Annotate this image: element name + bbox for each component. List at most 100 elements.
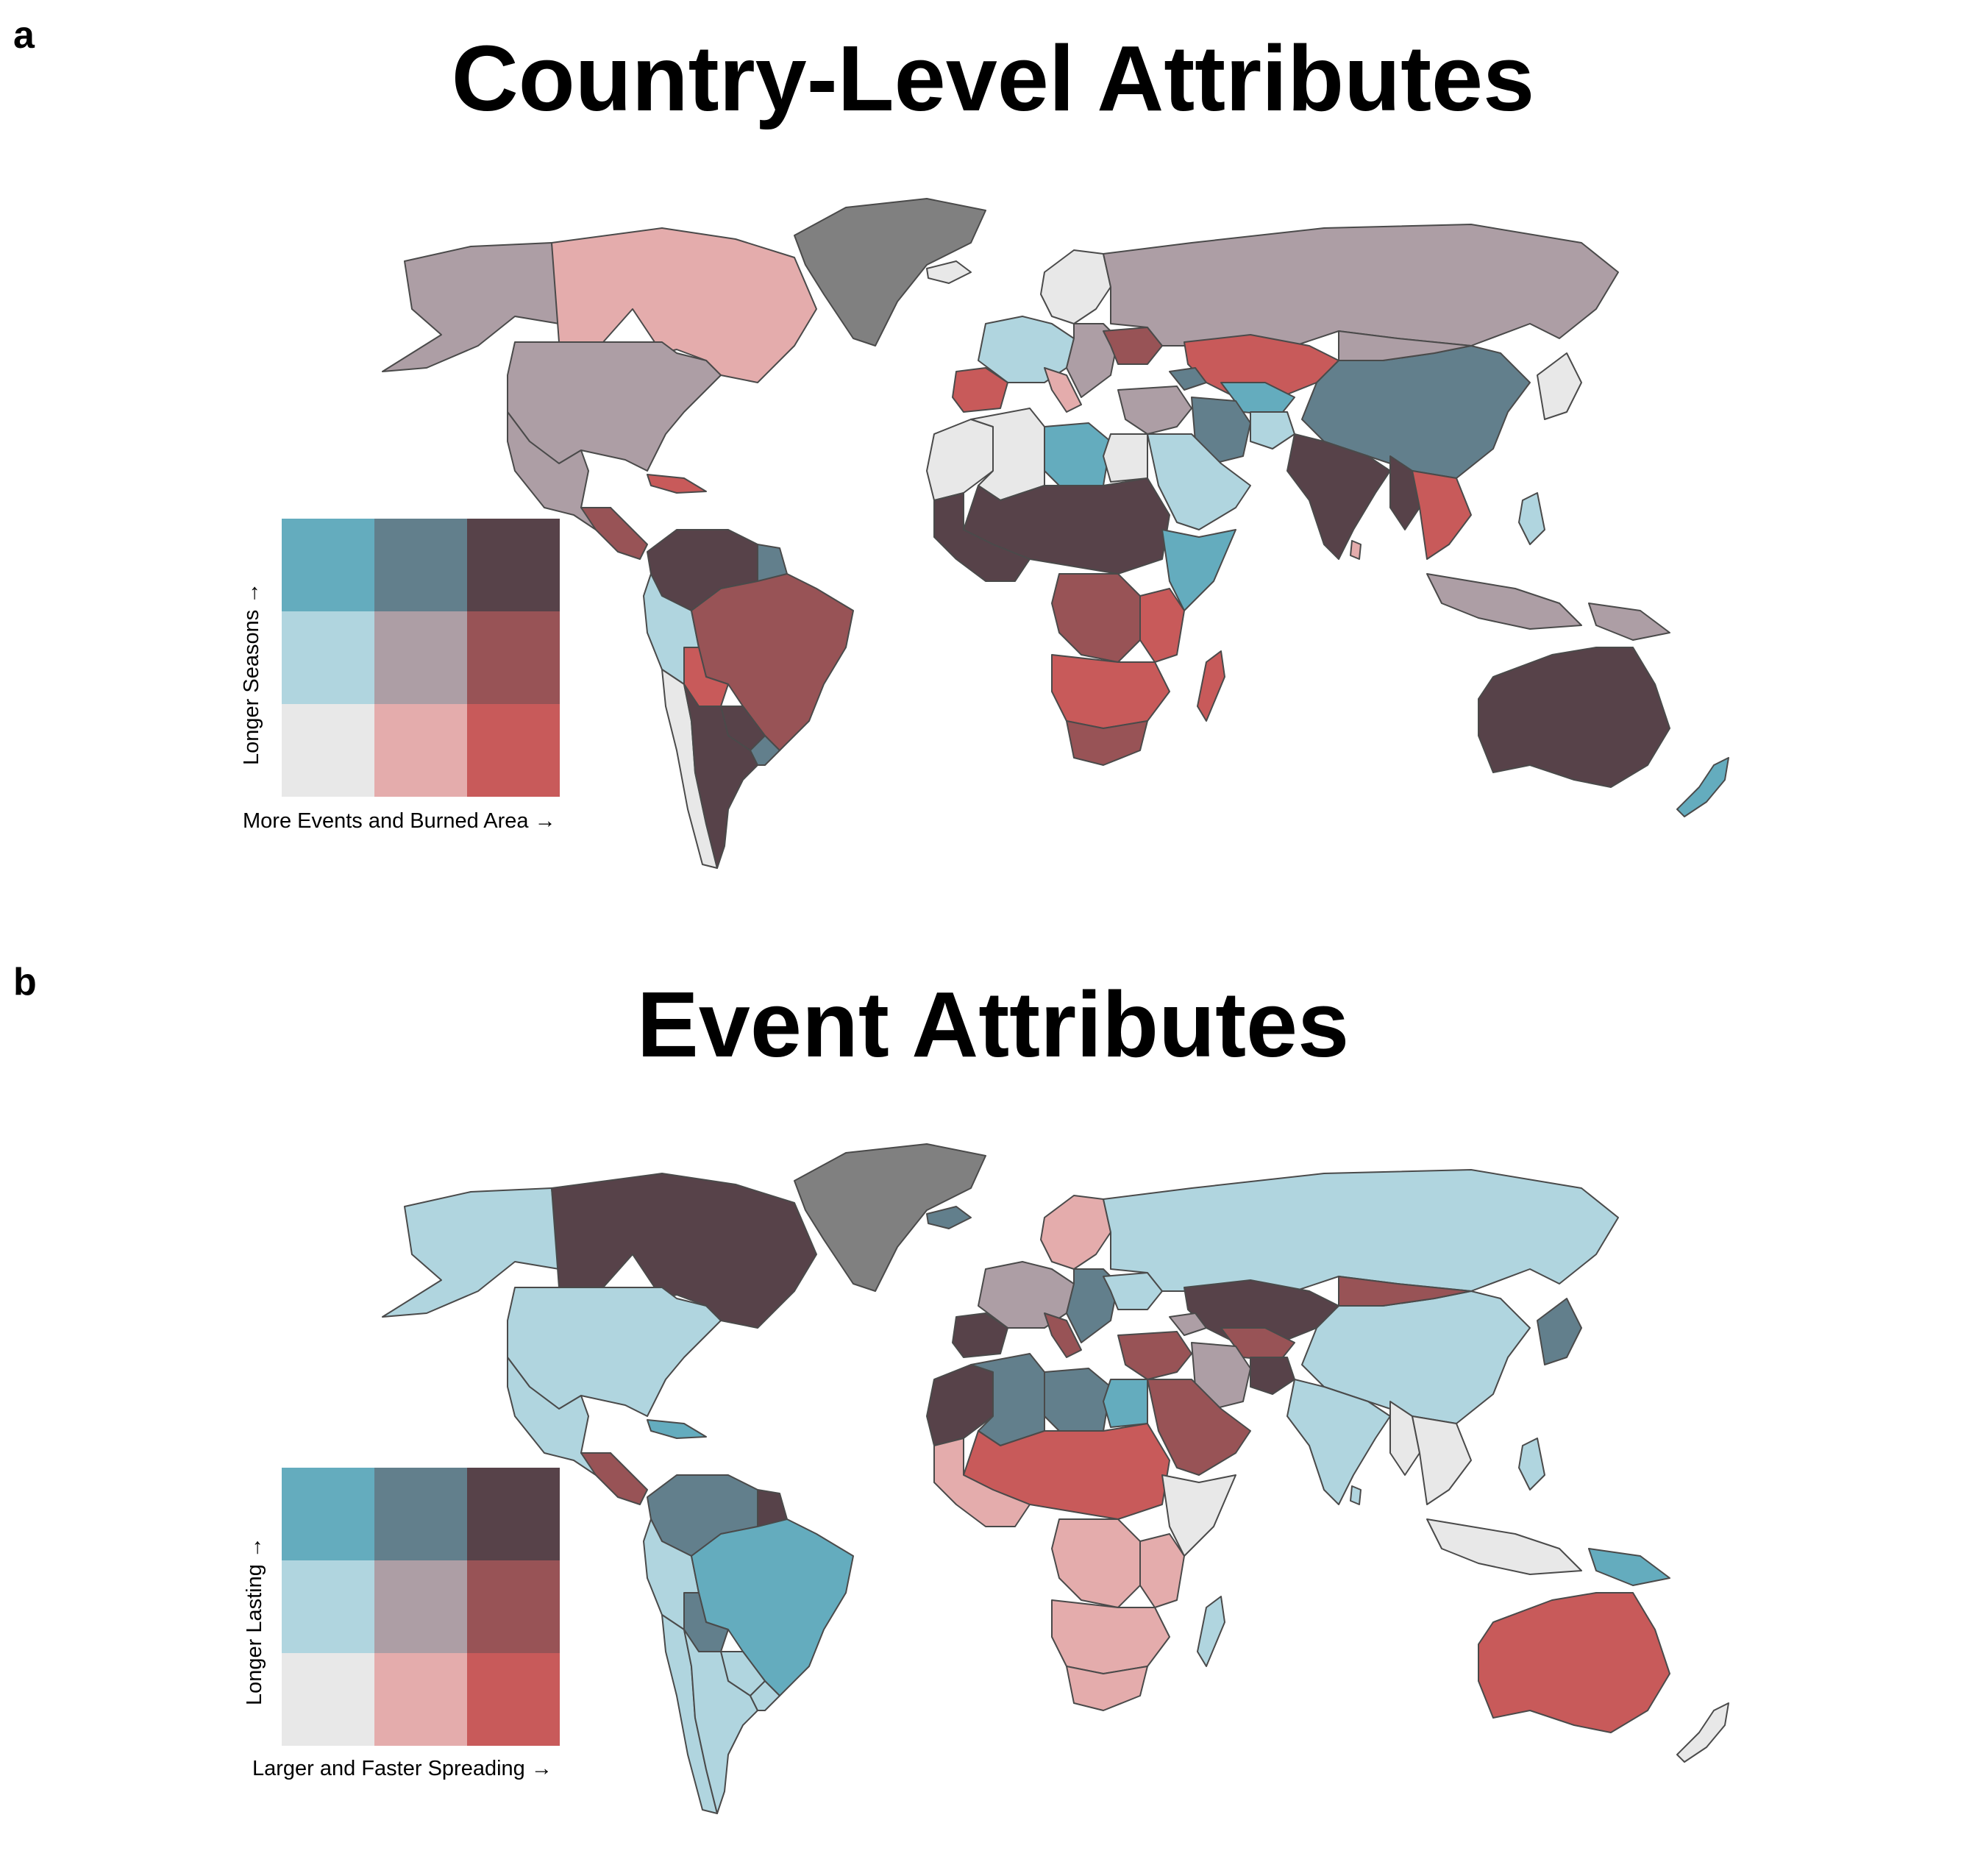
country-central-america [580,507,648,560]
country-uruguay [750,735,780,766]
country-alaska [382,1187,560,1318]
country-mongolia [1338,330,1472,361]
country-afghanistan [1250,1357,1295,1395]
country-southern-africa [1051,1599,1170,1674]
country-horn-africa [1161,1474,1236,1557]
country-indonesia [1426,573,1582,630]
country-caribbean [647,1419,707,1439]
country-greenland [794,1143,986,1292]
country-egypt [1103,433,1148,483]
country-afghanistan [1250,411,1295,450]
country-india [1286,1379,1391,1505]
panel-a-letter: a [13,14,35,57]
country-indonesia [1426,1518,1582,1575]
country-korea-japan [1537,352,1582,420]
country-east-europe [1066,1268,1119,1343]
country-sri-lanka [1350,1485,1362,1505]
country-russia [1103,224,1619,347]
country-australia [1478,647,1670,788]
panel-b-title: Event Attributes [636,973,1350,1076]
panel-b-legend-x-label: Larger and Faster Spreading → [252,1757,552,1780]
panel-a-legend-y-label: Longer Seasons → [240,582,263,765]
country-sri-lanka [1350,540,1362,560]
country-korea-japan [1537,1298,1582,1365]
country-horn-africa [1161,529,1236,611]
country-iceland [926,1206,972,1229]
country-east-africa [1139,1533,1185,1608]
legend-cell-b-low-mid [374,1653,467,1746]
country-south-africa [1066,720,1148,766]
country-west-africa [933,1438,1031,1527]
legend-cell-b-mid-mid [374,1560,467,1653]
country-madagascar [1197,650,1225,722]
country-libya [1044,422,1111,486]
legend-cell-a-low-low [282,704,374,797]
legend-cell-b-mid-high [467,1560,560,1653]
country-greenland [794,198,986,347]
country-argentina [683,1629,758,1814]
legend-cell-a-high-high [467,519,560,611]
legend-cell-a-mid-mid [374,611,467,704]
country-east-africa [1139,588,1185,663]
country-mongolia [1338,1276,1472,1307]
panel-a-title: Country-Level Attributes [451,26,1535,130]
legend-cell-a-mid-low [282,611,374,704]
country-australia [1478,1592,1670,1733]
country-alaska [382,242,560,372]
country-philippines [1518,492,1545,545]
country-iberia [952,367,1008,413]
country-southeast-asia [1412,470,1472,560]
country-central-africa [1051,1518,1148,1608]
country-uruguay [750,1680,780,1711]
country-central-america [580,1452,648,1505]
country-libya [1044,1368,1111,1432]
legend-cell-b-high-low [282,1468,374,1560]
country-russia [1103,1169,1619,1292]
country-caucasus [1169,1312,1207,1336]
country-southeast-asia [1412,1415,1472,1505]
world-map-countries [382,198,1729,869]
country-southern-africa [1051,654,1170,729]
legend-cell-b-mid-low [282,1560,374,1653]
country-scandinavia [1040,1195,1111,1270]
legend-cell-a-high-low [282,519,374,611]
country-argentina [683,683,758,869]
legend-cell-b-high-mid [374,1468,467,1560]
country-png [1588,1548,1670,1586]
country-arabia [1147,433,1251,530]
legend-cell-b-high-high [467,1468,560,1560]
country-caribbean [647,474,707,494]
country-turkey-middle-east [1117,1331,1192,1380]
legend-cell-b-low-low [282,1653,374,1746]
world-map-countries [382,1143,1729,1814]
country-east-europe [1066,323,1119,398]
country-west-africa [933,492,1031,582]
legend-cell-a-high-mid [374,519,467,611]
country-caucasus [1169,367,1207,391]
country-india [1286,433,1391,560]
panel-a-legend-grid [282,519,560,797]
panel-b-legend-grid [282,1468,560,1746]
country-new-zealand [1676,757,1729,817]
country-iberia [952,1312,1008,1358]
country-philippines [1518,1438,1545,1491]
country-south-africa [1066,1666,1148,1711]
country-egypt [1103,1379,1148,1428]
country-italy [1044,367,1082,413]
panel-b-letter: b [13,961,37,1003]
country-italy [1044,1312,1082,1358]
country-scandinavia [1040,249,1111,324]
legend-cell-a-low-mid [374,704,467,797]
legend-cell-b-low-high [467,1653,560,1746]
country-central-africa [1051,573,1148,663]
country-turkey-middle-east [1117,385,1192,435]
country-madagascar [1197,1596,1225,1667]
legend-cell-a-mid-high [467,611,560,704]
panel-b-legend-y-label: Longer Lasting → [243,1537,266,1705]
country-arabia [1147,1379,1251,1476]
panel-a-legend-x-label: More Events and Burned Area → [243,809,556,833]
legend-cell-a-low-high [467,704,560,797]
country-iceland [926,260,972,284]
panel-b-world-map [382,1143,1729,1814]
country-png [1588,603,1670,641]
